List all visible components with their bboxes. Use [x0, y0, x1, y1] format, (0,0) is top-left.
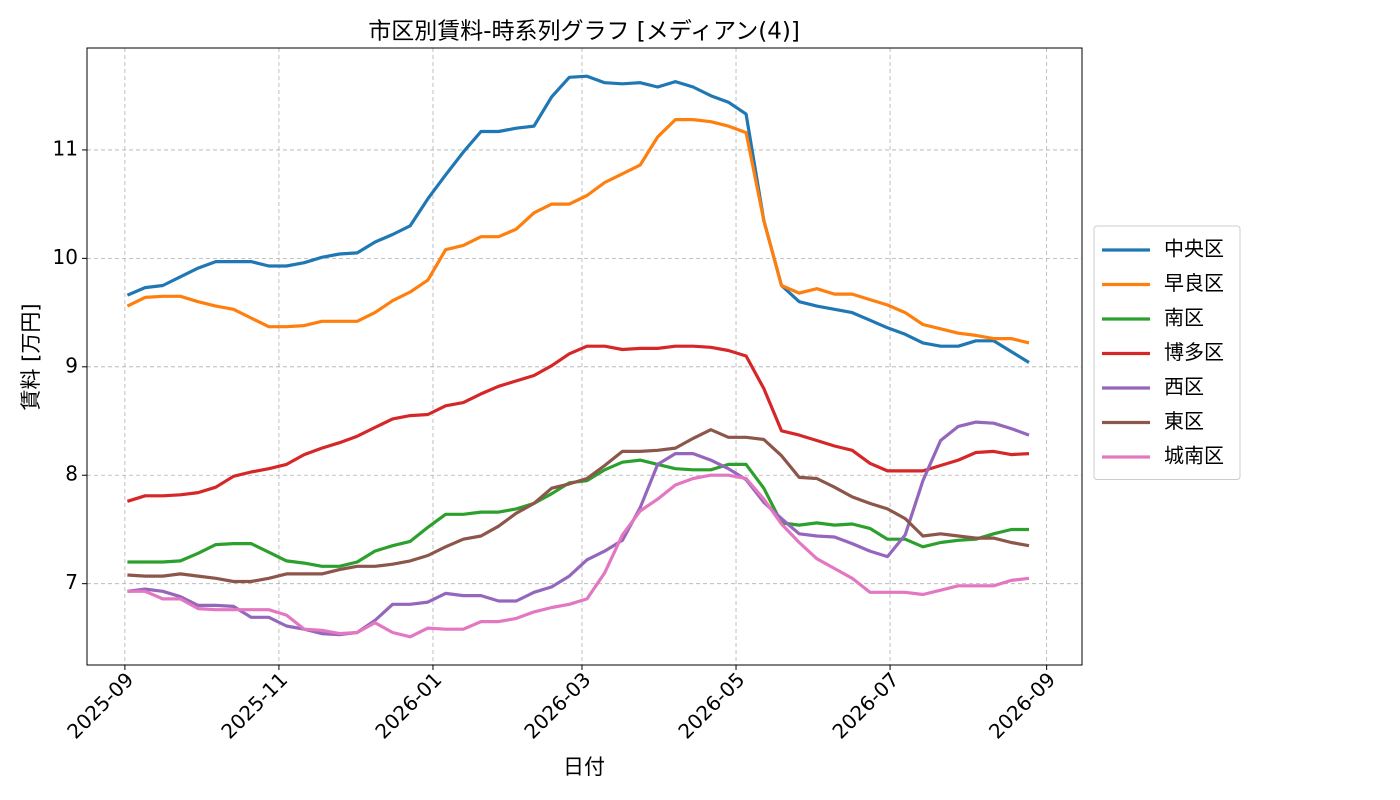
series-line — [126, 74, 1030, 364]
series-line — [127, 473, 1030, 639]
chart-title: 市区別賃料-時系列グラフ [メディアン(4)] — [368, 19, 800, 45]
x-tick-label: 2026-05 — [673, 667, 749, 743]
x-tick-label: 2026-07 — [827, 667, 903, 743]
legend-box — [1093, 225, 1241, 480]
legend-label: 博多区 — [1164, 340, 1224, 364]
legend-label: 早良区 — [1164, 271, 1224, 295]
x-tick-label: 2025-09 — [62, 667, 138, 743]
y-axis-label: 賃料 [万円] — [19, 303, 43, 410]
y-tick-label: 11 — [53, 136, 78, 160]
series-line — [127, 420, 1030, 637]
y-tick-label: 8 — [65, 462, 78, 486]
legend-label: 城南区 — [1164, 444, 1224, 468]
legend-label: 中央区 — [1164, 237, 1224, 261]
legend-label: 西区 — [1164, 375, 1204, 399]
x-tick-label: 2026-09 — [984, 667, 1060, 743]
x-tick-label: 2026-01 — [370, 667, 446, 743]
legend-label: 南区 — [1164, 306, 1204, 330]
x-tick-label: 2026-03 — [519, 667, 595, 743]
y-tick-label: 10 — [53, 245, 78, 269]
series-line — [126, 118, 1030, 345]
y-tick-label: 9 — [65, 353, 78, 377]
y-tick-label: 7 — [65, 570, 78, 594]
x-tick-label: 2025-11 — [216, 667, 292, 743]
x-axis-label: 日付 — [563, 755, 605, 779]
plot-frame — [86, 47, 1083, 666]
series-line — [127, 428, 1030, 584]
legend-label: 東区 — [1164, 409, 1204, 433]
series-line — [126, 344, 1030, 503]
